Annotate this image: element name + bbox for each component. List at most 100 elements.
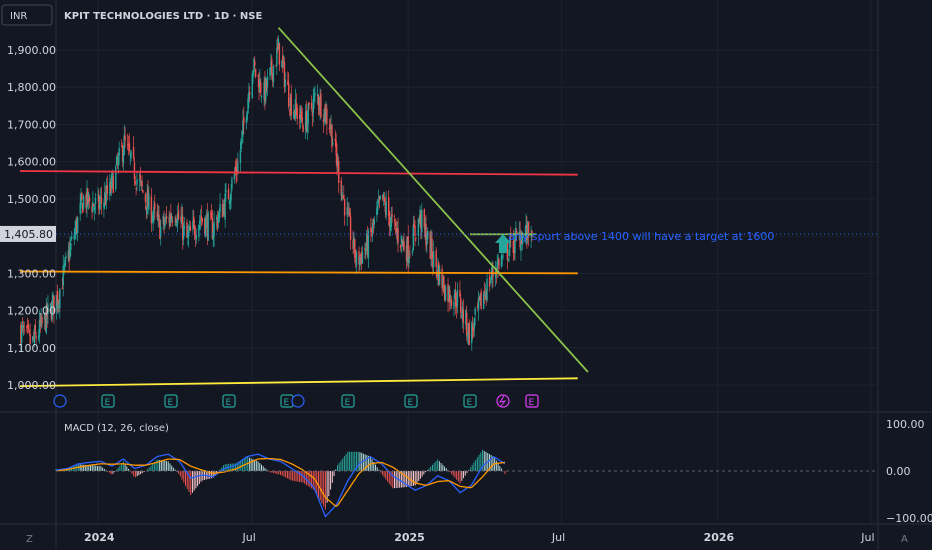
candle: [216, 210, 219, 232]
support-line[interactable]: [19, 270, 578, 275]
earnings-marker[interactable]: E: [463, 394, 477, 408]
split-icon[interactable]: [496, 394, 510, 408]
candle: [293, 109, 296, 121]
time-tick-label: Jul: [242, 531, 256, 544]
candle: [254, 56, 256, 70]
last-price-badge: 1,405.80: [0, 225, 56, 242]
auto-scale-button[interactable]: A: [901, 534, 908, 545]
candle: [86, 180, 88, 218]
candle: [171, 216, 174, 227]
candle: [364, 243, 366, 259]
candle: [382, 191, 385, 206]
price-axis[interactable]: 1,900.00 1,800.00 1,700.00 1,600.00 1,500.00…: [7, 44, 56, 392]
candle: [311, 107, 314, 127]
earnings-marker[interactable]: E: [404, 394, 418, 408]
candle: [57, 299, 59, 315]
svg-text:E: E: [226, 398, 232, 408]
time-axis[interactable]: 2024 Jul 2025 Jul 2026 Jul: [84, 531, 875, 544]
macd-pane[interactable]: [55, 449, 506, 518]
zoom-button[interactable]: Z: [26, 534, 33, 545]
dividend-marker[interactable]: [291, 394, 305, 408]
candle: [183, 217, 186, 237]
candle: [198, 224, 200, 242]
candle: [420, 209, 422, 240]
svg-text:E: E: [345, 398, 351, 408]
candle: [164, 217, 166, 230]
drawings[interactable]: [19, 27, 589, 388]
candle: [80, 187, 82, 215]
earnings-marker[interactable]: E: [222, 394, 236, 408]
earnings-marker[interactable]: E: [101, 394, 115, 408]
candle: [104, 185, 107, 206]
candle: [259, 68, 261, 93]
candle: [105, 177, 108, 210]
candle: [411, 248, 414, 256]
candle: [104, 181, 106, 210]
candle: [147, 180, 149, 208]
macd-axis[interactable]: 100.00 0.00 −100.00: [886, 418, 932, 525]
candle: [121, 139, 123, 148]
price-tick-label: 1,100.00: [7, 342, 56, 355]
candle: [65, 252, 67, 267]
candle: [265, 78, 268, 93]
candle: [424, 217, 426, 240]
earnings-marker[interactable]: E: [525, 394, 539, 408]
candle: [501, 254, 504, 267]
candle: [93, 204, 96, 221]
candle: [55, 295, 58, 320]
candle: [181, 203, 183, 225]
candle: [176, 219, 178, 228]
candle: [241, 130, 243, 145]
candle: [423, 208, 426, 238]
price-tick-label: 1,000.00: [7, 379, 56, 392]
svg-text:E: E: [284, 398, 290, 408]
bottom-support-line[interactable]: [19, 377, 578, 388]
candle: [174, 216, 176, 227]
candle: [295, 93, 298, 116]
candle: [150, 188, 153, 232]
candle: [367, 228, 370, 268]
candle: [454, 289, 456, 300]
earnings-marker[interactable]: E: [280, 394, 294, 408]
candle: [46, 302, 48, 328]
dividend-marker[interactable]: [53, 394, 67, 408]
currency-button[interactable]: [1, 4, 53, 26]
candle: [20, 321, 23, 352]
candle: [343, 198, 346, 226]
candle: [103, 198, 105, 218]
candle: [408, 250, 410, 268]
candle: [449, 294, 452, 309]
candle: [515, 221, 517, 241]
candle: [397, 217, 399, 253]
annotation-arrow-icon[interactable]: [495, 234, 511, 253]
candle: [128, 133, 131, 154]
candle: [91, 202, 93, 220]
candle: [443, 284, 446, 302]
candle: [526, 216, 528, 249]
candle: [98, 195, 101, 215]
candle: [359, 255, 361, 271]
earnings-marker[interactable]: E: [164, 394, 178, 408]
candle: [145, 206, 147, 220]
candle: [479, 293, 481, 306]
downtrend-line[interactable]: [277, 27, 589, 373]
annotation-text[interactable]: any spurt above 1400 will have a target …: [508, 230, 774, 243]
earnings-marker[interactable]: E: [341, 394, 355, 408]
candle: [378, 195, 381, 209]
candle: [248, 82, 250, 109]
candle: [294, 88, 297, 122]
time-tick-label: 2025: [394, 531, 425, 544]
symbol-title: KPIT TECHNOLOGIES LTD · 1D · NSE: [64, 11, 262, 22]
resistance-line[interactable]: [19, 170, 578, 176]
currency-label[interactable]: INR: [10, 11, 27, 22]
candle: [97, 186, 99, 202]
candle: [228, 200, 231, 210]
candle: [307, 102, 309, 134]
candle: [144, 191, 147, 210]
candle: [432, 251, 434, 276]
signal-line: [55, 457, 506, 508]
candle: [282, 54, 285, 69]
